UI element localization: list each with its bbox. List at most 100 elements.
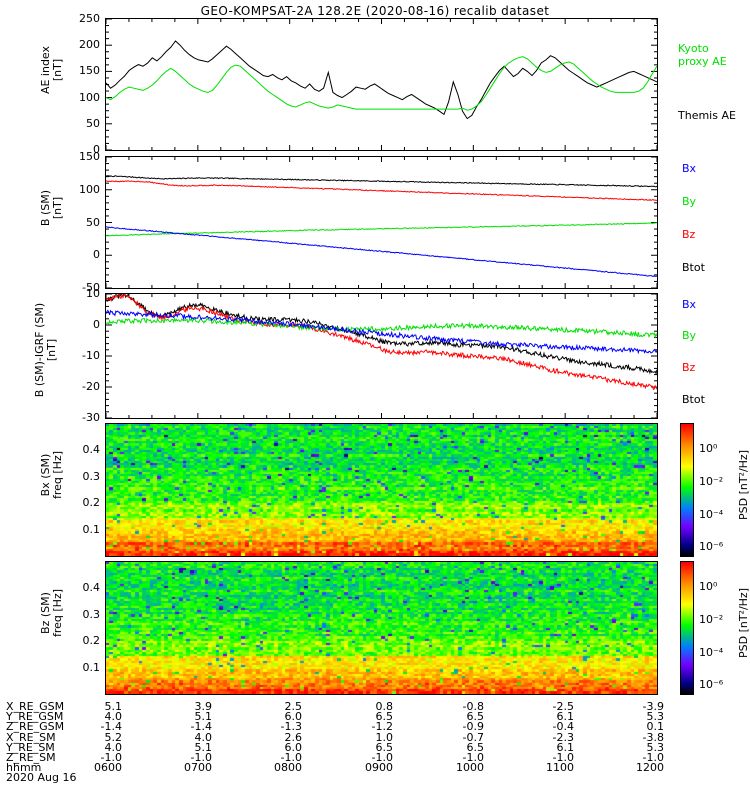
ephemeris-value-x_re_sm-0800: 2.6 [284,730,303,744]
colorbar-tick-spec_bx-2: 10⁻⁴ [699,508,724,522]
ephemeris-value-z_re_sm-1000: -1.0 [462,751,484,764]
colorbar-bx [680,423,694,557]
ytick-spec_bz-3: 0.4 [82,581,101,595]
legend-bsm-btot-label: Btot [682,261,705,274]
ytick-ae-5: 250 [79,12,100,25]
ytick-bsm-3: 100 [79,182,100,196]
ephemeris-value-x_re_sm-0900: 1.0 [375,730,394,744]
ytick-resid-4: -30 [82,411,100,424]
colorbar-bz [680,561,694,695]
ephemeris-value-z_re_gsm-1000: -0.9 [462,720,484,734]
panel-spectrogram-bz [105,561,658,695]
legend-res-by-label: By [682,329,697,342]
legend-res-bz: Bz [682,361,695,375]
ephemeris-value-x_re_gsm-0800: 2.5 [284,700,303,713]
legend-kyoto-proxy-ae: Kyoto proxy AE [678,42,727,68]
ephemeris-value-x_re_gsm-1200: -3.9 [642,700,664,713]
legend-res-btot: Btot [682,393,705,407]
ephemeris-value-x_re_sm-1200: -3.8 [642,730,664,744]
ephemeris-value-x_re_sm-0600: 5.2 [104,730,123,744]
ephemeris-value-z_re_sm-0600: -1.0 [100,751,122,764]
ephemeris-value-hhmm-1000: 1000 [456,761,484,775]
colorbar-tick-spec_bz-2: 10⁻⁴ [699,646,724,660]
ephemeris-value-z_re_gsm-0800: -1.3 [280,720,302,734]
colorbar-tick-spec_bz-0: 10⁰ [699,580,718,594]
ytick-ae-3: 150 [79,64,100,78]
colorbar-tick-spec_bx-3: 10⁻⁶ [699,540,724,554]
ephemeris-value-x_re_gsm-1000: -0.8 [462,700,484,713]
ephemeris-value-z_re_sm-1100: -1.0 [552,751,574,764]
ephemeris-row-label-z_re_sm: Z_RE_SM [6,751,56,764]
panel-b-residual [105,293,658,419]
panel-b-sm [105,156,658,289]
ephemeris-value-y_re_gsm-1100: 6.1 [556,710,575,724]
ephemeris-value-y_re_sm-0600: 4.0 [104,740,123,754]
ephemeris-value-x_re_sm-1100: -2.3 [552,730,574,744]
ephemeris-value-y_re_gsm-0700: 5.1 [194,710,213,724]
ephemeris-value-z_re_sm-1200: -1.0 [642,751,664,764]
legend-bsm-bz: Bz [682,228,696,242]
ytick-ae-0: 0 [93,143,100,156]
ytick-resid-0: 10 [86,287,100,300]
ephemeris-value-hhmm-1200: 1200 [636,761,664,775]
ephemeris-value-x_re_gsm-0700: 3.9 [194,700,213,713]
ephemeris-row-label-z_re_gsm: Z_RE_GSM [6,720,65,734]
ytick-spec_bx-3: 0.4 [82,443,101,457]
ephemeris-value-x_re_sm-0700: 4.0 [194,730,213,744]
colorbar-bx-label: PSD [nT²/Hz] [737,425,750,545]
ytick-spec_bx-0: 0.1 [82,522,101,536]
ephemeris-value-x_re_gsm-1100: -2.5 [552,700,574,713]
ytick-resid-1: 0 [93,318,100,331]
legend-res-bx-label: Bx [682,298,697,311]
ytick-ae-4: 200 [79,38,100,52]
ephemeris-value-z_re_sm-0900: -1.0 [371,751,393,764]
ytick-bsm-2: 50 [86,215,100,229]
legend-bsm-by: By [682,195,697,209]
ephemeris-value-y_re_gsm-0900: 6.5 [375,710,394,724]
ephemeris-value-hhmm-1100: 1100 [546,761,574,775]
ephemeris-row-label-hhmm: hhmm [6,761,42,775]
ephemeris-value-x_re_sm-1000: -0.7 [462,730,484,744]
ephemeris-value-z_re_gsm-1100: -0.4 [552,720,574,734]
ephemeris-value-z_re_gsm-0700: -1.4 [190,720,212,734]
ephemeris-value-y_re_gsm-0600: 4.0 [104,710,123,724]
ephemeris-row-label-x_re_gsm: X_RE_GSM [6,700,65,713]
legend-kyoto-line1: Kyoto [678,42,709,55]
ytick-bsm-1: 0 [93,248,100,262]
ytick-spec_bz-0: 0.1 [82,660,101,674]
ephemeris-value-y_re_sm-0900: 6.5 [375,740,394,754]
legend-bsm-bx: Bx [682,162,697,176]
ytick-spec_bz-2: 0.3 [82,607,101,621]
colorbar-tick-spec_bz-3: 10⁻⁶ [699,678,724,692]
ephemeris-value-z_re_sm-0700: -1.0 [190,751,212,764]
ephemeris-row-label-y_re_gsm: Y_RE_GSM [6,710,64,724]
ephemeris-value-z_re_gsm-0900: -1.2 [371,720,393,734]
ephemeris-value-y_re_sm-1000: 6.5 [466,740,485,754]
ytick-ae-2: 100 [79,90,100,104]
legend-kyoto-line2: proxy AE [678,54,727,68]
panel-spectrogram-bx [105,423,658,557]
ephemeris-value-y_re_gsm-1200: 5.3 [646,710,665,724]
ephemeris-value-x_re_gsm-0600: 5.1 [104,700,123,713]
legend-bsm-btot: Btot [682,261,705,275]
ytick-bsm-0: -50 [82,281,100,294]
ephemeris-value-x_re_gsm-0900: 0.8 [375,700,394,713]
ephemeris-value-y_re_sm-1200: 5.3 [646,740,665,754]
colorbar-tick-spec_bx-0: 10⁰ [699,442,718,456]
ephemeris-value-hhmm-0700: 0700 [184,761,212,775]
colorbar-tick-spec_bx-1: 10⁻² [699,475,724,489]
legend-res-btot-label: Btot [682,393,705,406]
ephemeris-value-y_re_gsm-1000: 6.5 [466,710,485,724]
ytick-resid-3: -20 [82,380,100,393]
ephemeris-row-label-x_re_sm: X_RE_SM [6,730,56,744]
legend-themis-ae: Themis AE [678,109,736,123]
legend-res-bx: Bx [682,298,697,312]
legend-bsm-by-label: By [682,195,697,208]
legend-res-by: By [682,329,697,343]
ytick-ae-1: 50 [86,116,100,130]
legend-bsm-bx-label: Bx [682,162,697,175]
ephemeris-value-hhmm-0600: 0600 [94,761,122,775]
legend-bsm-bz-label: Bz [682,228,696,241]
ytick-spec_bx-2: 0.3 [82,469,101,483]
legend-themis-label: Themis AE [678,109,736,122]
